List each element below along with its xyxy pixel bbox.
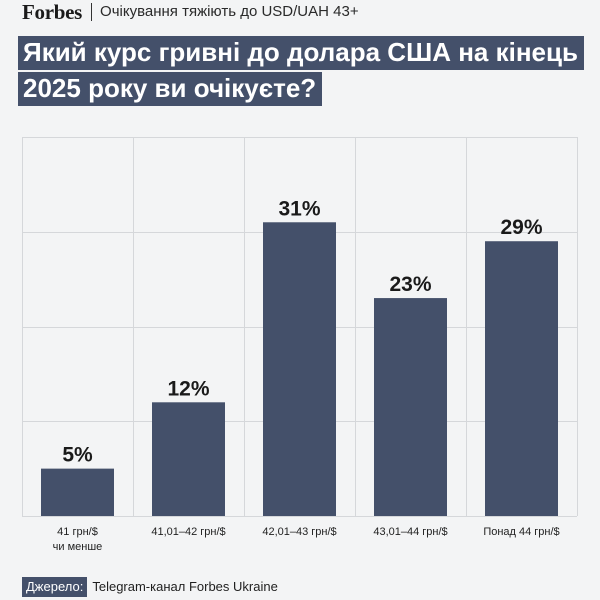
bar [374,298,447,516]
header-bar: Forbes Очікування тяжіють до USD/UAH 43+ [22,0,359,24]
header-divider [91,3,93,21]
source-line: Джерело: Telegram-канал Forbes Ukraine [22,577,278,597]
tick-label: 41,01–42 грн/$ [151,526,225,538]
source-label: Джерело: [22,577,88,597]
tick-label: чи менше [53,541,103,553]
data-label: 5% [62,444,93,467]
bar [152,402,225,516]
source-text: Telegram-канал Forbes Ukraine [92,579,278,594]
forbes-logo: Forbes [22,0,83,24]
chart-title-block: Який курс гривні до долара США на кінець… [18,34,584,106]
tick-label: 42,01–43 грн/$ [262,526,336,538]
bar [263,222,336,516]
bar [41,468,114,516]
tick-label: 41 грн/$ [57,526,98,538]
tick-label: 43,01–44 грн/$ [373,526,447,538]
data-label: 12% [167,377,209,400]
bar [485,241,558,516]
data-label: 29% [500,216,542,239]
data-label: 31% [278,197,320,220]
data-label: 23% [389,273,431,296]
tick-label: Понад 44 грн/$ [483,526,559,538]
header-subtitle: Очікування тяжіють до USD/UAH 43+ [100,3,359,20]
